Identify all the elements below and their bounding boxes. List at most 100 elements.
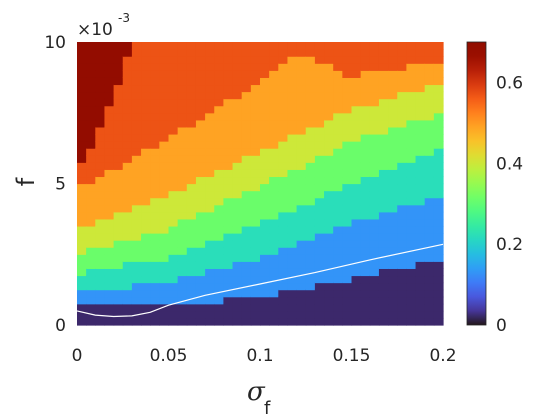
heatmap-cell bbox=[260, 162, 270, 170]
heatmap-cell bbox=[278, 162, 289, 170]
heatmap-cell bbox=[77, 254, 87, 262]
heatmap-cell bbox=[195, 91, 206, 100]
heatmap-cell bbox=[241, 211, 252, 220]
heatmap-cell bbox=[131, 133, 142, 142]
heatmap-cell bbox=[113, 169, 124, 178]
heatmap-cell bbox=[305, 289, 316, 298]
heatmap-cell bbox=[260, 155, 270, 163]
heatmap-cell bbox=[287, 148, 298, 156]
heatmap-cell bbox=[177, 119, 188, 128]
heatmap-cell bbox=[388, 218, 398, 227]
heatmap-cell bbox=[269, 190, 279, 199]
heatmap-cell bbox=[433, 141, 444, 149]
heatmap-cell bbox=[351, 190, 362, 199]
heatmap-cell bbox=[205, 63, 215, 71]
heatmap-cell bbox=[122, 310, 133, 319]
heatmap-cell bbox=[305, 176, 316, 185]
heatmap-cell bbox=[150, 211, 160, 220]
heatmap-cell bbox=[159, 275, 170, 284]
heatmap-cell bbox=[159, 133, 170, 142]
heatmap-cell bbox=[360, 42, 371, 50]
heatmap-cell bbox=[296, 303, 307, 312]
heatmap-cell bbox=[287, 296, 298, 305]
heatmap-cell bbox=[168, 169, 179, 178]
heatmap-cell bbox=[250, 275, 261, 284]
heatmap-cell bbox=[388, 233, 398, 241]
heatmap-cell bbox=[113, 296, 124, 305]
heatmap-cell bbox=[424, 63, 435, 71]
heatmap-cell bbox=[232, 91, 243, 100]
heatmap-cell bbox=[397, 211, 407, 220]
heatmap-cell bbox=[415, 296, 426, 305]
heatmap-cell bbox=[378, 240, 389, 248]
heatmap-cell bbox=[378, 303, 389, 312]
heatmap-cell bbox=[113, 133, 124, 142]
heatmap-cell bbox=[104, 119, 115, 128]
heatmap-cell bbox=[415, 49, 426, 57]
heatmap-cell bbox=[324, 141, 334, 149]
heatmap-cell bbox=[141, 169, 151, 178]
heatmap-cell bbox=[369, 211, 380, 220]
heatmap-cell bbox=[141, 126, 151, 135]
heatmap-cell bbox=[378, 289, 389, 298]
heatmap-cell bbox=[113, 63, 124, 71]
heatmap-cell bbox=[287, 233, 298, 241]
heatmap-cell bbox=[159, 225, 170, 234]
heatmap-cell bbox=[186, 254, 197, 262]
heatmap-cell bbox=[241, 275, 252, 284]
heatmap-cell bbox=[113, 282, 124, 291]
heatmap-cell bbox=[305, 310, 316, 319]
heatmap-cell bbox=[260, 56, 270, 64]
heatmap-cell bbox=[369, 247, 380, 255]
heatmap-cell bbox=[95, 169, 106, 178]
heatmap-cell bbox=[95, 268, 106, 277]
heatmap-cell bbox=[278, 77, 289, 86]
heatmap-cell bbox=[388, 211, 398, 220]
heatmap-cell bbox=[351, 211, 362, 220]
colorbar bbox=[466, 41, 487, 326]
heatmap-cell bbox=[168, 261, 179, 269]
heatmap-cell bbox=[159, 112, 170, 121]
heatmap-cell bbox=[269, 254, 279, 262]
heatmap-cell bbox=[305, 317, 316, 326]
heatmap-cell bbox=[397, 169, 407, 178]
heatmap-cell bbox=[77, 317, 87, 326]
heatmap-cell bbox=[287, 162, 298, 170]
heatmap-cell bbox=[223, 183, 234, 192]
heatmap-cell bbox=[205, 77, 215, 86]
heatmap-cell bbox=[433, 70, 444, 78]
heatmap-cell bbox=[205, 211, 215, 220]
heatmap-cell bbox=[150, 84, 160, 93]
heatmap-cell bbox=[186, 247, 197, 255]
heatmap-cell bbox=[433, 225, 444, 234]
heatmap-cell bbox=[406, 91, 417, 100]
heatmap-cell bbox=[324, 63, 334, 71]
heatmap-cell bbox=[104, 204, 115, 213]
heatmap-cell bbox=[113, 211, 124, 220]
heatmap-cell bbox=[351, 49, 362, 57]
heatmap-cell bbox=[205, 98, 215, 107]
heatmap-cell bbox=[324, 112, 334, 121]
heatmap-cell bbox=[223, 105, 234, 114]
heatmap-cell bbox=[250, 310, 261, 319]
heatmap-cell bbox=[150, 112, 160, 121]
heatmap-cell bbox=[131, 303, 142, 312]
heatmap-cell bbox=[433, 155, 444, 163]
heatmap-cell bbox=[397, 317, 407, 326]
heatmap-cell bbox=[360, 162, 371, 170]
heatmap-cell bbox=[186, 211, 197, 220]
heatmap-cell bbox=[205, 141, 215, 149]
heatmap-cell bbox=[397, 225, 407, 234]
heatmap-cell bbox=[122, 268, 133, 277]
heatmap-cell bbox=[406, 98, 417, 107]
heatmap-cell bbox=[95, 63, 106, 71]
heatmap-cell bbox=[141, 133, 151, 142]
heatmap-cell bbox=[250, 112, 261, 121]
heatmap-cell bbox=[305, 296, 316, 305]
heatmap-cell bbox=[95, 261, 106, 269]
heatmap-cell bbox=[223, 261, 234, 269]
heatmap-cell bbox=[241, 49, 252, 57]
heatmap-cell bbox=[360, 268, 371, 277]
heatmap-cell bbox=[397, 91, 407, 100]
heatmap-cell bbox=[269, 225, 279, 234]
